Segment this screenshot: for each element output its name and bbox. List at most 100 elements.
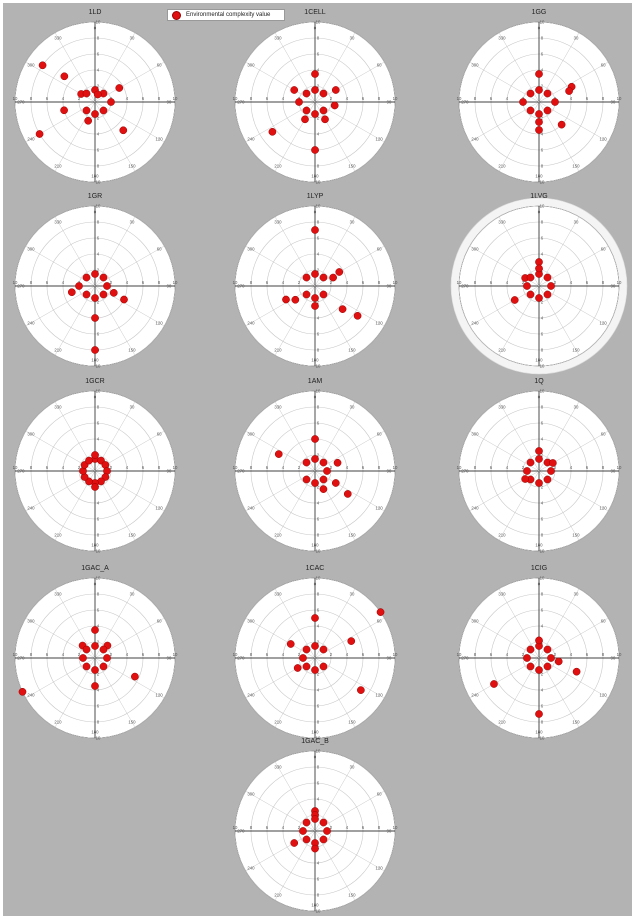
angle-tick-label: 240	[27, 693, 35, 698]
angle-tick-label: 60	[377, 792, 382, 797]
radial-tick-label: 4	[97, 624, 100, 629]
data-point	[343, 490, 352, 498]
data-point	[302, 106, 311, 115]
radial-tick-label: 4	[506, 465, 509, 470]
radial-tick-label: 6	[317, 236, 320, 241]
angle-tick-label: 240	[247, 506, 255, 511]
radial-tick-label: 8	[317, 720, 320, 725]
panel-title: 1Q	[534, 378, 544, 385]
polar-panel-1gg: 1GG 030609012015018021024027030033022224…	[449, 9, 629, 185]
radial-tick-label: 8	[317, 893, 320, 898]
radial-tick-label: 8	[97, 592, 100, 597]
radial-tick-label: 2	[541, 485, 544, 490]
radial-tick-label: 2	[522, 280, 525, 285]
radial-tick-label: 4	[97, 132, 100, 137]
angle-tick-label: 330	[498, 591, 506, 596]
radial-tick-label: 4	[317, 688, 320, 693]
data-point	[290, 86, 299, 94]
panel-title: 1GG	[531, 9, 547, 16]
data-point	[274, 450, 283, 458]
angle-tick-label: 330	[498, 404, 506, 409]
data-point	[82, 290, 91, 299]
data-point	[302, 475, 311, 484]
data-point	[543, 273, 552, 282]
data-point	[302, 818, 311, 827]
radial-tick-label: 2	[317, 268, 320, 273]
polar-plot: 0306090120150180210240270300330222244446…	[13, 20, 178, 185]
radial-tick-label: 2	[110, 652, 113, 657]
radial-tick-label: 4	[282, 652, 285, 657]
radial-tick-label: 8	[317, 220, 320, 225]
data-point	[557, 120, 566, 129]
angle-tick-label: 270	[237, 284, 245, 289]
data-point	[551, 98, 559, 106]
radial-tick-label: 10	[173, 465, 178, 470]
radial-tick-label: 10	[540, 20, 545, 25]
angle-tick-label: 210	[498, 164, 506, 169]
angle-tick-label: 150	[348, 533, 356, 538]
angle-tick-label: 120	[599, 693, 607, 698]
angle-tick-label: 60	[377, 619, 382, 624]
data-point	[543, 106, 552, 115]
angle-tick-label: 30	[574, 219, 579, 224]
polar-panel-1cig: 1CIG 03060901201501802102402703003302222…	[449, 565, 629, 741]
radial-tick-label: 8	[541, 220, 544, 225]
angle-tick-label: 150	[572, 533, 580, 538]
angle-tick-label: 180	[91, 730, 99, 735]
polar-panel-1cell: 1CELL 0 30 60 90 120 150 180 210 240 270 300 330 2 2 2…	[225, 9, 405, 185]
data-point	[523, 654, 531, 662]
data-point	[290, 839, 299, 847]
radial-tick-label: 10	[13, 96, 18, 101]
data-point	[319, 475, 328, 484]
radial-tick-label: 10	[233, 96, 238, 101]
data-point	[302, 662, 311, 671]
radial-tick-label: 4	[62, 96, 65, 101]
radial-tick-label: 2	[317, 453, 320, 458]
radial-tick-label: 4	[541, 132, 544, 137]
data-point	[99, 106, 108, 115]
radial-tick-label: 8	[250, 280, 253, 285]
data-point	[103, 282, 111, 290]
radial-tick-label: 10	[393, 96, 398, 101]
radial-tick-label: 4	[541, 624, 544, 629]
radial-tick-label: 8	[317, 592, 320, 597]
panel-title: 1AM	[307, 378, 323, 385]
angle-tick-label: 180	[311, 543, 319, 548]
radial-tick-label: 2	[541, 453, 544, 458]
radial-tick-label: 8	[602, 280, 605, 285]
angle-tick-label: 150	[128, 348, 136, 353]
angle-tick-label: 90	[387, 284, 392, 289]
radial-tick-label: 8	[602, 465, 605, 470]
data-point	[572, 667, 581, 676]
data-point	[535, 126, 543, 134]
angle-tick-label: 90	[611, 100, 616, 105]
radial-tick-label: 6	[362, 825, 365, 830]
angle-tick-label: 300	[471, 432, 479, 437]
radial-tick-label: 6	[490, 280, 493, 285]
angle-tick-label: 330	[274, 219, 282, 224]
angle-tick-label: 90	[167, 656, 172, 661]
radial-tick-label: 2	[317, 116, 320, 121]
data-point	[335, 268, 344, 276]
radial-tick-label: 8	[602, 96, 605, 101]
data-point	[319, 645, 328, 654]
polar-plot: 0306090120150180210240270300330222244446…	[233, 749, 398, 914]
angle-tick-label: 120	[155, 506, 163, 511]
radial-tick-label: 8	[474, 465, 477, 470]
angle-tick-label: 30	[350, 591, 355, 596]
angle-tick-label: 0	[314, 26, 317, 31]
radial-tick-label: 6	[317, 877, 320, 882]
radial-tick-label: 2	[330, 825, 333, 830]
data-point	[554, 657, 563, 666]
data-point	[38, 61, 47, 70]
radial-tick-label: 10	[540, 180, 545, 185]
radial-tick-label: 6	[317, 421, 320, 426]
radial-tick-label: 6	[317, 517, 320, 522]
angle-tick-label: 240	[471, 137, 479, 142]
data-point	[376, 608, 385, 616]
angle-tick-label: 300	[247, 63, 255, 68]
radial-tick-label: 4	[97, 688, 100, 693]
panel-title: 1LVG	[530, 193, 548, 200]
radial-tick-label: 2	[110, 465, 113, 470]
polar-plot: 0306090120150180210240270300330222244446…	[233, 204, 398, 369]
